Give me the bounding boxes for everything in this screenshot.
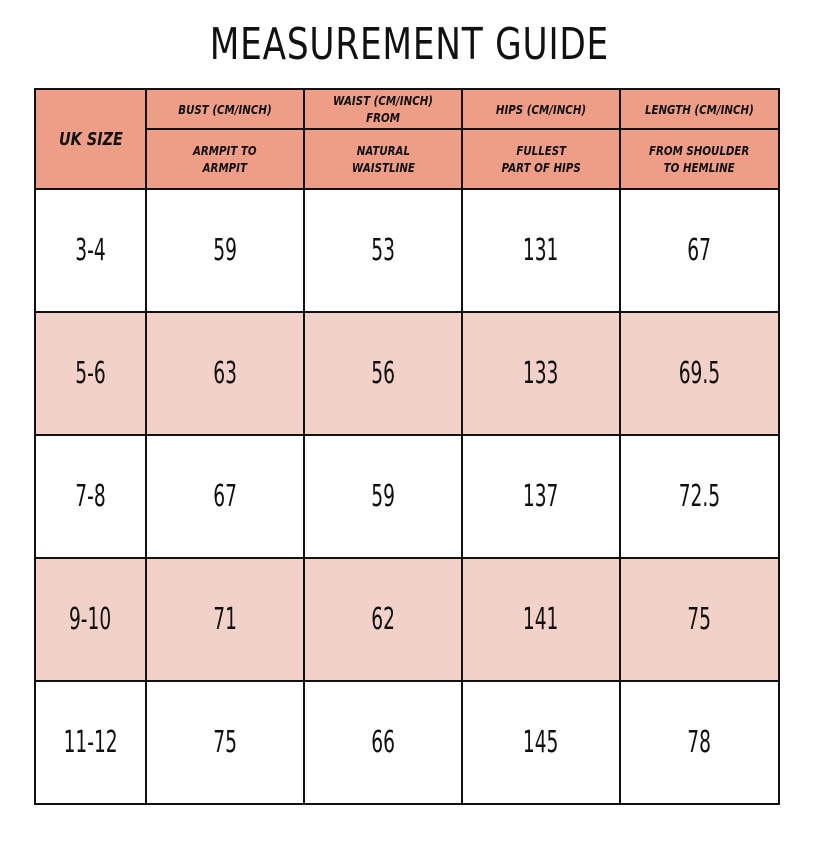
waist-cell: 62 <box>303 557 463 682</box>
bust-cell: 75 <box>145 680 305 805</box>
hips-subheader: FULLEST PART OF HIPS <box>461 128 621 190</box>
table-row: 7-8 67 59 137 72.5 <box>34 434 780 559</box>
uk-size-header: UK SIZE <box>34 88 147 190</box>
table-row: 5-6 63 56 133 69.5 <box>34 311 780 436</box>
hips-cell: 141 <box>461 557 621 682</box>
waist-header: WAIST (CM/INCH) FROM <box>303 88 463 130</box>
bust-cell: 63 <box>145 311 305 436</box>
waist-cell: 53 <box>303 188 463 313</box>
size-cell: 11-12 <box>34 680 147 805</box>
length-subheader: FROM SHOULDER TO HEMLINE <box>619 128 780 190</box>
page-title: MEASUREMENT GUIDE <box>209 19 610 70</box>
waist-cell: 59 <box>303 434 463 559</box>
waist-cell: 56 <box>303 311 463 436</box>
table-row: 3-4 59 53 131 67 <box>34 188 780 313</box>
length-cell: 72.5 <box>619 434 780 559</box>
size-cell: 3-4 <box>34 188 147 313</box>
length-header: LENGTH (CM/INCH) <box>619 88 780 130</box>
length-cell: 67 <box>619 188 780 313</box>
hips-header: HIPS (CM/INCH) <box>461 88 621 130</box>
bust-cell: 71 <box>145 557 305 682</box>
size-cell: 7-8 <box>34 434 147 559</box>
bust-header: BUST (CM/INCH) <box>145 88 305 130</box>
length-cell: 75 <box>619 557 780 682</box>
bust-subheader: ARMPIT TO ARMPIT <box>145 128 305 190</box>
bust-cell: 67 <box>145 434 305 559</box>
waist-cell: 66 <box>303 680 463 805</box>
hips-cell: 133 <box>461 311 621 436</box>
header-row-top: UK SIZE BUST (CM/INCH) WAIST (CM/INCH) F… <box>34 88 780 190</box>
bust-cell: 59 <box>145 188 305 313</box>
table-row: 11-12 75 66 145 78 <box>34 680 780 805</box>
hips-cell: 131 <box>461 188 621 313</box>
size-cell: 9-10 <box>34 557 147 682</box>
table-row: 9-10 71 62 141 75 <box>34 557 780 682</box>
size-cell: 5-6 <box>34 311 147 436</box>
length-cell: 69.5 <box>619 311 780 436</box>
length-cell: 78 <box>619 680 780 805</box>
waist-subheader: NATURAL WAISTLINE <box>303 128 463 190</box>
hips-cell: 137 <box>461 434 621 559</box>
hips-cell: 145 <box>461 680 621 805</box>
header-row-sub: ARMPIT TO ARMPIT NATURAL WAISTLINE FULLEST… <box>35 128 780 190</box>
measurement-table: UK SIZE BUST (CM/INCH) WAIST (CM/INCH) F… <box>34 88 780 805</box>
